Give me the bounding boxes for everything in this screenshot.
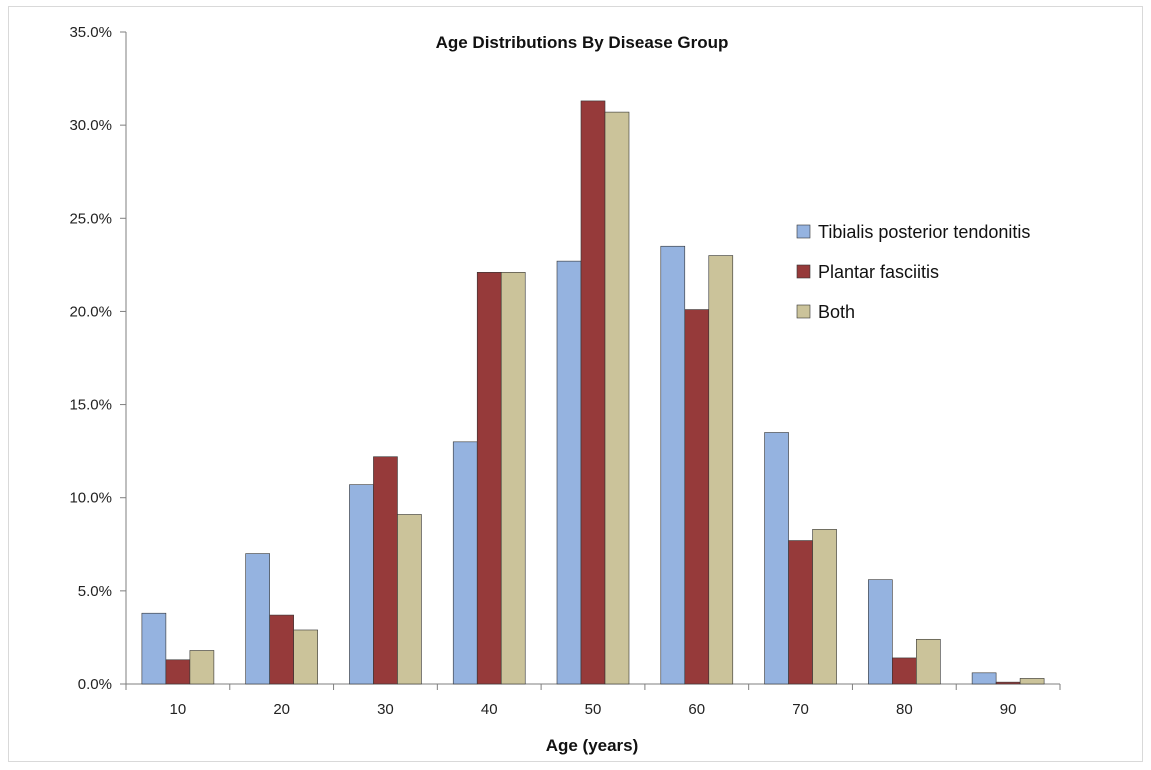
y-tick-label: 25.0% — [69, 210, 112, 227]
bar — [245, 553, 270, 685]
bar — [141, 612, 167, 685]
bar — [500, 272, 526, 685]
bar — [708, 255, 734, 685]
y-tick-label: 0.0% — [78, 676, 112, 693]
plot-area: 0.0% 5.0% 10.0% 15.0% 20.0% 25.0% 30.0% 35.0% 10… — [69, 24, 1061, 718]
bar — [812, 529, 837, 685]
legend-label: Tibialis posterior tendonitis — [818, 222, 1030, 242]
legend-swatch — [796, 224, 811, 239]
legend: Tibialis posterior tendonitis Plantar fas… — [796, 222, 1030, 322]
y-tick-label: 20.0% — [69, 303, 112, 320]
bar — [788, 540, 813, 685]
bar — [868, 579, 893, 685]
bar — [995, 681, 1021, 685]
y-tick-label: 35.0% — [69, 24, 112, 41]
x-tick-label: 20 — [273, 701, 290, 718]
y-tick-label: 10.0% — [69, 490, 112, 507]
bar — [373, 456, 398, 685]
chart-title: Age Distributions By Disease Group — [436, 33, 729, 52]
x-axis-title: Age (years) — [546, 736, 639, 755]
bar — [1019, 678, 1045, 685]
bar — [556, 260, 582, 685]
x-tick-label: 70 — [792, 701, 809, 718]
x-tick-label: 10 — [170, 701, 187, 718]
bar — [764, 432, 789, 685]
legend-label: Plantar fasciitis — [818, 262, 939, 282]
bar — [349, 484, 374, 685]
legend-swatch — [796, 304, 811, 319]
bar — [684, 309, 710, 685]
x-tick-label: 40 — [481, 701, 498, 718]
bar — [580, 100, 606, 685]
bar — [293, 629, 318, 685]
bar — [971, 672, 997, 685]
x-tick-label: 90 — [1000, 701, 1017, 718]
bar — [892, 657, 917, 685]
legend-label: Both — [818, 302, 855, 322]
bar — [269, 614, 294, 685]
y-tick-label: 30.0% — [69, 117, 112, 134]
x-tick-label: 80 — [896, 701, 913, 718]
x-tick-label: 50 — [585, 701, 602, 718]
x-tick-label: 30 — [377, 701, 394, 718]
bar — [397, 514, 422, 685]
bar — [165, 659, 191, 685]
y-tick-label: 15.0% — [69, 397, 112, 414]
bar — [660, 245, 686, 685]
bar — [452, 441, 478, 685]
bar — [476, 272, 502, 685]
legend-swatch — [796, 264, 811, 279]
x-tick-label: 60 — [688, 701, 705, 718]
bar — [916, 638, 941, 685]
bar — [189, 650, 215, 685]
bar — [604, 111, 630, 685]
y-tick-label: 5.0% — [78, 583, 112, 600]
